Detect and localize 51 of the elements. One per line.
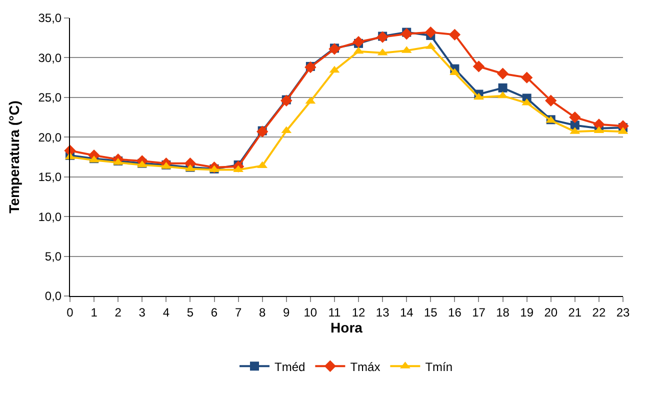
x-tick-label: 18 [496, 305, 510, 320]
x-tick-label: 4 [162, 305, 170, 320]
y-tick-label: 5,0 [44, 249, 62, 264]
x-tick-label: 12 [352, 305, 366, 320]
y-axis-title: Temperatura (°C) [6, 100, 22, 214]
x-tick-label: 9 [283, 305, 290, 320]
point [545, 94, 557, 106]
x-tick-label: 22 [592, 305, 606, 320]
point [520, 72, 533, 84]
x-tick-label: 20 [544, 305, 558, 320]
legend-label: Tmín [425, 360, 453, 374]
x-tick-label: 21 [568, 305, 582, 320]
y-tick-label: 30,0 [38, 50, 62, 65]
x-tick-label: 23 [616, 305, 630, 320]
x-tick-label: 15 [424, 305, 438, 320]
x-tick-label: 10 [304, 305, 318, 320]
x-tick-label: 8 [259, 305, 266, 320]
x-tick-label: 7 [234, 305, 242, 320]
legend-label: Tmáx [350, 360, 380, 374]
x-tick-label: 0 [66, 305, 74, 320]
x-tick-label: 6 [210, 305, 218, 320]
x-tick-label: 2 [114, 305, 122, 320]
x-tick-label: 11 [328, 305, 342, 320]
point [352, 36, 364, 48]
x-tick-label: 16 [448, 305, 462, 320]
y-tick-label: 15,0 [38, 170, 62, 184]
x-tick-label: 13 [376, 305, 390, 320]
point [472, 60, 485, 72]
point [400, 28, 412, 40]
point [569, 111, 581, 124]
y-tick-label: 20,0 [38, 130, 62, 144]
point [474, 92, 484, 100]
point [498, 83, 508, 92]
point [496, 68, 509, 80]
x-tick-label: 3 [138, 305, 146, 320]
point [448, 28, 461, 41]
x-tick-label: 14 [400, 305, 414, 320]
x-axis-title: Hora [330, 319, 363, 336]
legend-label: Tméd [274, 360, 306, 374]
x-tick-label: 19 [520, 305, 534, 320]
y-tick-label: 0,0 [44, 289, 62, 304]
y-tick-label: 25,0 [38, 90, 62, 105]
y-tick-label: 35,0 [38, 11, 62, 26]
x-tick-label: 1 [90, 305, 98, 320]
x-tick-label: 17 [472, 305, 486, 320]
point [424, 26, 436, 38]
point [304, 61, 316, 74]
y-tick-label: 10,0 [38, 210, 62, 224]
x-tick-label: 5 [186, 305, 194, 320]
point [450, 68, 460, 76]
point [498, 91, 508, 98]
